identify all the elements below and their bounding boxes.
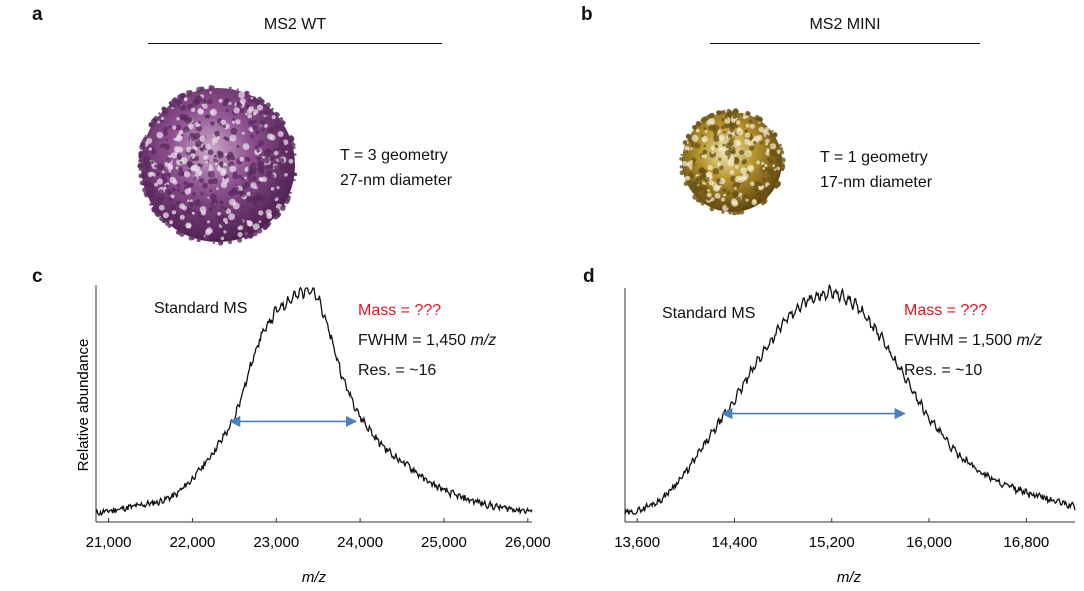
panel-d-annotations: Mass = ??? FWHM = 1,500 m/z Res. = ~10 (904, 296, 1042, 386)
x-tick-label: 13,600 (614, 534, 660, 551)
panel-label-b: b (581, 4, 593, 25)
panel-c-method: Standard MS (154, 300, 248, 317)
chart-c-x-label: m/z (302, 569, 327, 586)
panel-b-title-rule (710, 43, 980, 45)
x-tick-label: 16,800 (1003, 534, 1049, 551)
panel-c-mass: Mass = ??? (358, 302, 442, 319)
panel-a-title: MS2 WT (263, 16, 327, 33)
ms2-wt-particle-image (137, 85, 298, 246)
chart-d: 13,600 14,400 15,200 16,000 16,800 m/z (614, 284, 1076, 586)
ms2-mini-particle-image (679, 108, 786, 216)
chart-c: 21,000 22,000 23,000 24,000 25,000 26,000 Rel… (75, 285, 551, 586)
panel-c-fwhm-unit: m/z (470, 332, 497, 349)
panel-d-method: Standard MS (662, 305, 756, 322)
panel-label-a: a (32, 4, 43, 25)
x-tick-label: 22,000 (169, 534, 215, 551)
panel-c-resolution: Res. = ~16 (358, 362, 437, 379)
panel-label-d: d (583, 266, 595, 287)
panel-d-mass: Mass = ??? (904, 302, 988, 319)
x-tick-label: 21,000 (86, 534, 132, 551)
panel-b-title: MS2 MINI (809, 16, 881, 33)
chart-c-y-label: Relative abundance (75, 339, 92, 472)
x-tick-label: 26,000 (505, 534, 551, 551)
panel-d-resolution: Res. = ~10 (904, 362, 983, 379)
x-tick-label: 16,000 (906, 534, 952, 551)
x-tick-label: 14,400 (712, 534, 758, 551)
x-tick-label: 25,000 (421, 534, 467, 551)
panel-d-fwhm-value: FWHM = 1,500 (904, 332, 1017, 349)
chart-d-series-line (624, 284, 1076, 515)
panel-label-c: c (32, 266, 43, 287)
panel-a-diameter: 27-nm diameter (340, 172, 453, 189)
panel-d-fwhm-unit: m/z (1016, 332, 1043, 349)
panel-a-description: T = 3 geometry 27-nm diameter (340, 143, 452, 193)
panel-a-title-rule (148, 43, 442, 45)
panel-b-diameter: 17-nm diameter (820, 174, 933, 191)
x-tick-label: 15,200 (809, 534, 855, 551)
panel-d-fwhm: FWHM = 1,500 m/z (904, 326, 1042, 356)
panel-b-geometry: T = 1 geometry (820, 149, 928, 166)
chart-c-series-line (95, 286, 533, 517)
panel-c-annotations: Mass = ??? FWHM = 1,450 m/z Res. = ~16 (358, 296, 496, 386)
chart-d-x-label: m/z (837, 569, 862, 586)
x-tick-label: 23,000 (253, 534, 299, 551)
panel-c-fwhm-value: FWHM = 1,450 (358, 332, 471, 349)
panel-b-description: T = 1 geometry 17-nm diameter (820, 145, 932, 195)
panel-a-geometry: T = 3 geometry (340, 147, 448, 164)
panel-c-fwhm: FWHM = 1,450 m/z (358, 326, 496, 356)
x-tick-label: 24,000 (337, 534, 383, 551)
